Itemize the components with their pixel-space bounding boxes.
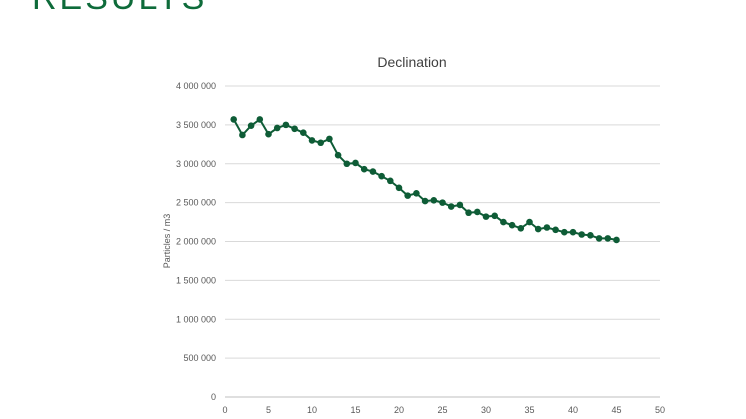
data-point	[561, 228, 568, 236]
data-point	[613, 236, 620, 244]
data-point	[595, 235, 603, 242]
data-point	[543, 224, 551, 231]
series-group	[230, 116, 620, 244]
data-point	[413, 189, 420, 197]
x-tick-label: 50	[655, 405, 665, 415]
y-axis-ticks: 0 500 000 1 000 000 1 500 000 2 000 000 2 500…	[176, 81, 216, 402]
y-axis-label: Particles / m3	[162, 214, 172, 269]
data-point	[387, 177, 394, 185]
data-point	[352, 159, 359, 167]
x-tick-label: 15	[350, 405, 360, 415]
gridlines	[225, 85, 660, 398]
x-axis-ticks: 0 5 10 15 20 25 30 35 40 45 50	[222, 405, 665, 415]
data-point	[360, 165, 368, 173]
data-point	[465, 209, 472, 217]
series-line	[232, 117, 617, 241]
x-tick-label: 45	[611, 405, 621, 415]
data-point	[239, 131, 246, 139]
data-point	[578, 231, 585, 238]
data-point	[369, 168, 377, 175]
data-point	[343, 160, 351, 168]
chart-title: Declination	[377, 54, 446, 70]
data-point	[456, 201, 464, 209]
data-point	[378, 172, 385, 180]
data-point	[273, 124, 281, 132]
data-point	[491, 212, 499, 220]
data-point	[474, 208, 481, 216]
x-tick-label: 25	[437, 405, 447, 415]
data-point	[282, 121, 290, 129]
data-point	[247, 122, 255, 129]
y-tick-label: 0	[211, 392, 216, 402]
slide-title: RESULTS	[32, 0, 207, 18]
data-point	[587, 231, 594, 239]
data-point	[265, 130, 272, 138]
data-point	[256, 116, 264, 123]
data-point	[334, 151, 342, 159]
data-point	[291, 125, 298, 133]
y-tick-label: 4 000 000	[176, 81, 216, 91]
data-point	[326, 135, 333, 143]
data-point	[552, 226, 559, 234]
data-point	[421, 197, 429, 205]
data-point	[230, 116, 237, 123]
x-tick-label: 5	[266, 405, 271, 415]
y-tick-label: 3 000 000	[176, 159, 216, 169]
data-point	[517, 224, 525, 232]
y-tick-label: 500 000	[183, 353, 216, 363]
data-point	[508, 221, 516, 229]
x-tick-label: 10	[307, 405, 317, 415]
data-point	[308, 137, 316, 144]
data-point	[482, 213, 490, 220]
y-tick-label: 1 000 000	[176, 314, 216, 324]
y-tick-label: 2 000 000	[176, 237, 216, 247]
data-point	[569, 228, 577, 236]
x-tick-label: 35	[524, 405, 534, 415]
x-tick-label: 30	[481, 405, 491, 415]
data-point	[526, 218, 533, 226]
x-tick-label: 0	[222, 405, 227, 415]
data-point	[604, 235, 612, 242]
data-point	[404, 192, 412, 199]
y-tick-label: 2 500 000	[176, 198, 216, 208]
data-point	[447, 203, 455, 210]
data-point	[439, 199, 446, 206]
x-tick-label: 40	[568, 405, 578, 415]
data-point	[395, 184, 403, 192]
data-point	[500, 218, 507, 226]
y-tick-label: 1 500 000	[176, 275, 216, 285]
x-tick-label: 20	[394, 405, 404, 415]
data-point	[317, 139, 325, 147]
data-point	[534, 225, 542, 233]
y-tick-label: 3 500 000	[176, 120, 216, 130]
data-point	[300, 129, 307, 136]
data-point	[430, 196, 438, 204]
